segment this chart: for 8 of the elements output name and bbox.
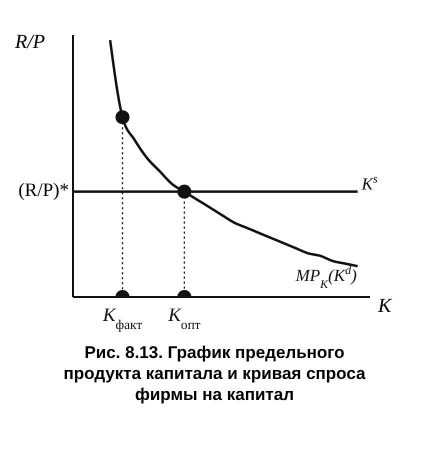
y-axis-title: R/P [15,31,45,54]
x-tick-label: K$_{опт}$ [167,305,201,332]
series-label: MP$_{K}$(K$^{d}$) [294,263,358,292]
x-axis-title: K [378,295,392,318]
text: (R/P)* [18,180,69,202]
series-label: K$^{s}$ [360,172,378,194]
x-tick-label: K$_{факт}$ [102,305,142,332]
text: Рис. 8.13. График предельного продукта капитала и кривая спроса фирмы на капитал [62,342,366,405]
